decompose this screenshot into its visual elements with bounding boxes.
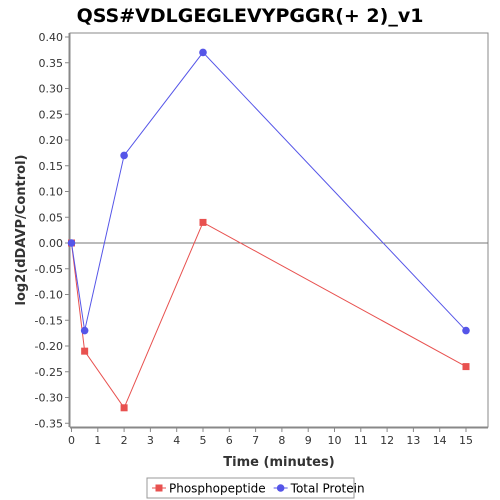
y-tick-label: 0.35 [39,57,64,70]
y-tick-label: -0.35 [35,417,63,430]
x-tick-label: 13 [406,434,420,447]
y-tick-label: 0.40 [39,31,64,44]
x-tick-label: 0 [68,434,75,447]
x-tick-label: 15 [459,434,473,447]
data-point-phosphopeptide [462,363,470,371]
data-point-phosphopeptide [81,347,89,355]
x-tick-label: 1 [94,434,101,447]
y-tick-label: -0.20 [35,340,63,353]
x-axis-title: Time (minutes) [223,455,334,470]
y-tick-label: -0.30 [35,392,63,405]
legend-marker-phosphopeptide [155,484,163,492]
y-tick-label: -0.05 [35,263,63,276]
series-layer [67,48,470,412]
legend-label-phosphopeptide: Phosphopeptide [169,482,266,496]
y-tick-label: 0.25 [39,108,64,121]
legend-marker-total-protein [276,484,285,492]
x-axis: 0 1 2 3 4 5 6 7 8 9 10 11 12 13 14 15 [68,427,488,447]
chart-title: QSS#VDLGEGLEVYPGGR(+ 2)_v1 [77,5,424,27]
data-point-total-protein [67,239,76,247]
x-tick-label: 10 [328,434,342,447]
legend-label-total-protein: Total Protein [290,482,365,496]
data-point-total-protein [462,326,470,335]
y-tick-label: 0.10 [39,186,64,199]
y-tick-label: 0.00 [39,237,64,250]
x-tick-label: 8 [278,434,285,447]
x-tick-label: 11 [354,434,368,447]
y-axis: 0.40 0.35 0.30 0.25 0.20 0.15 0.10 0.05 0.00 -0.0… [35,31,70,430]
plot-area [69,32,489,428]
x-tick-label: 4 [173,434,180,447]
legend: Phosphopeptide Total Protein [146,477,365,499]
y-tick-label: 0.30 [39,83,64,96]
y-tick-label: -0.15 [35,314,63,327]
legend-box [146,477,355,499]
x-tick-label: 6 [226,434,233,447]
y-tick-label: 0.05 [39,211,64,224]
x-tick-label: 5 [200,434,207,447]
x-tick-label: 9 [305,434,312,447]
x-tick-label: 3 [147,434,154,447]
x-tick-label: 7 [252,434,259,447]
y-tick-label: 0.15 [39,160,64,173]
y-tick-label: -0.25 [35,366,63,379]
data-point-total-protein [199,48,207,57]
x-tick-label: 2 [121,434,128,447]
y-axis-title: log2(dDAVP/Control) [14,155,29,306]
y-tick-label: 0.20 [39,134,64,147]
data-point-total-protein [120,151,128,160]
x-tick-label: 12 [380,434,394,447]
data-point-total-protein [80,326,89,335]
x-tick-label: 14 [433,434,447,447]
data-point-phosphopeptide [199,218,207,226]
data-point-phosphopeptide [120,404,128,412]
y-tick-label: -0.10 [35,289,63,302]
